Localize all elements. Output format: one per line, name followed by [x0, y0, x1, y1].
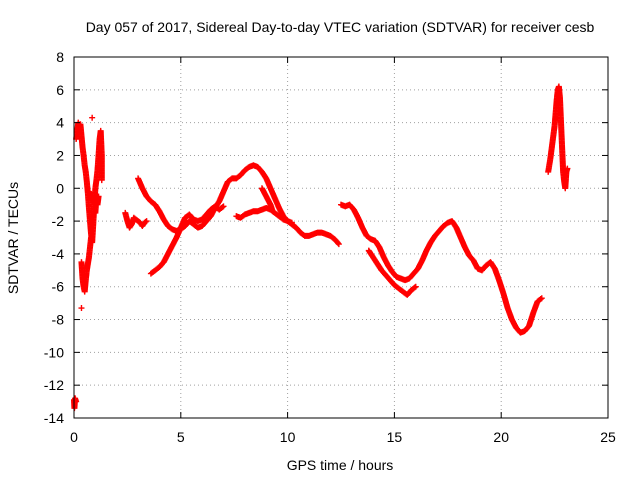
data-point [98, 177, 105, 184]
data-point [335, 240, 342, 247]
y-tick-label: 2 [56, 147, 64, 163]
y-axis-label: SDTVAR / TECUs [5, 182, 21, 294]
axis-ticks: 0 5 10 15 20 25 -14 -12 -10 -8 -6 -4 -2 0 2 4 6 8 [44, 49, 616, 445]
data-points [71, 83, 571, 412]
data-point [88, 234, 95, 241]
y-tick-label: 8 [56, 49, 64, 65]
data-point [538, 295, 545, 302]
y-tick-label: 4 [56, 115, 64, 131]
x-tick-label: 5 [177, 429, 185, 445]
data-point [89, 114, 96, 121]
data-point [143, 218, 150, 225]
data-point [564, 165, 571, 172]
chart-title: Day 057 of 2017, Sidereal Day-to-day VTE… [86, 19, 595, 35]
x-axis-label: GPS time / hours [287, 457, 394, 473]
x-tick-label: 25 [600, 429, 616, 445]
data-point [85, 188, 92, 195]
data-point [412, 283, 419, 290]
x-tick-label: 0 [70, 429, 78, 445]
data-point [219, 204, 226, 211]
x-tick-label: 15 [387, 429, 403, 445]
data-point [411, 284, 418, 291]
y-tick-label: -4 [52, 246, 65, 262]
data-point [269, 208, 276, 215]
grid [74, 57, 608, 418]
y-tick-label: -6 [52, 279, 65, 295]
data-point [537, 296, 544, 303]
data-point [142, 218, 149, 225]
plot-frame [73, 56, 609, 419]
y-tick-label: -14 [44, 410, 64, 426]
y-tick-label: 6 [56, 82, 64, 98]
data-point [220, 203, 227, 210]
x-tick-label: 10 [280, 429, 296, 445]
y-tick-label: -12 [44, 377, 64, 393]
y-tick-label: -8 [52, 312, 65, 328]
y-tick-label: 0 [56, 180, 64, 196]
data-point [78, 305, 85, 312]
data-point [288, 219, 295, 226]
data-point [335, 241, 342, 248]
x-tick-label: 20 [493, 429, 509, 445]
y-tick-label: -10 [44, 344, 64, 360]
y-tick-label: -2 [52, 213, 65, 229]
